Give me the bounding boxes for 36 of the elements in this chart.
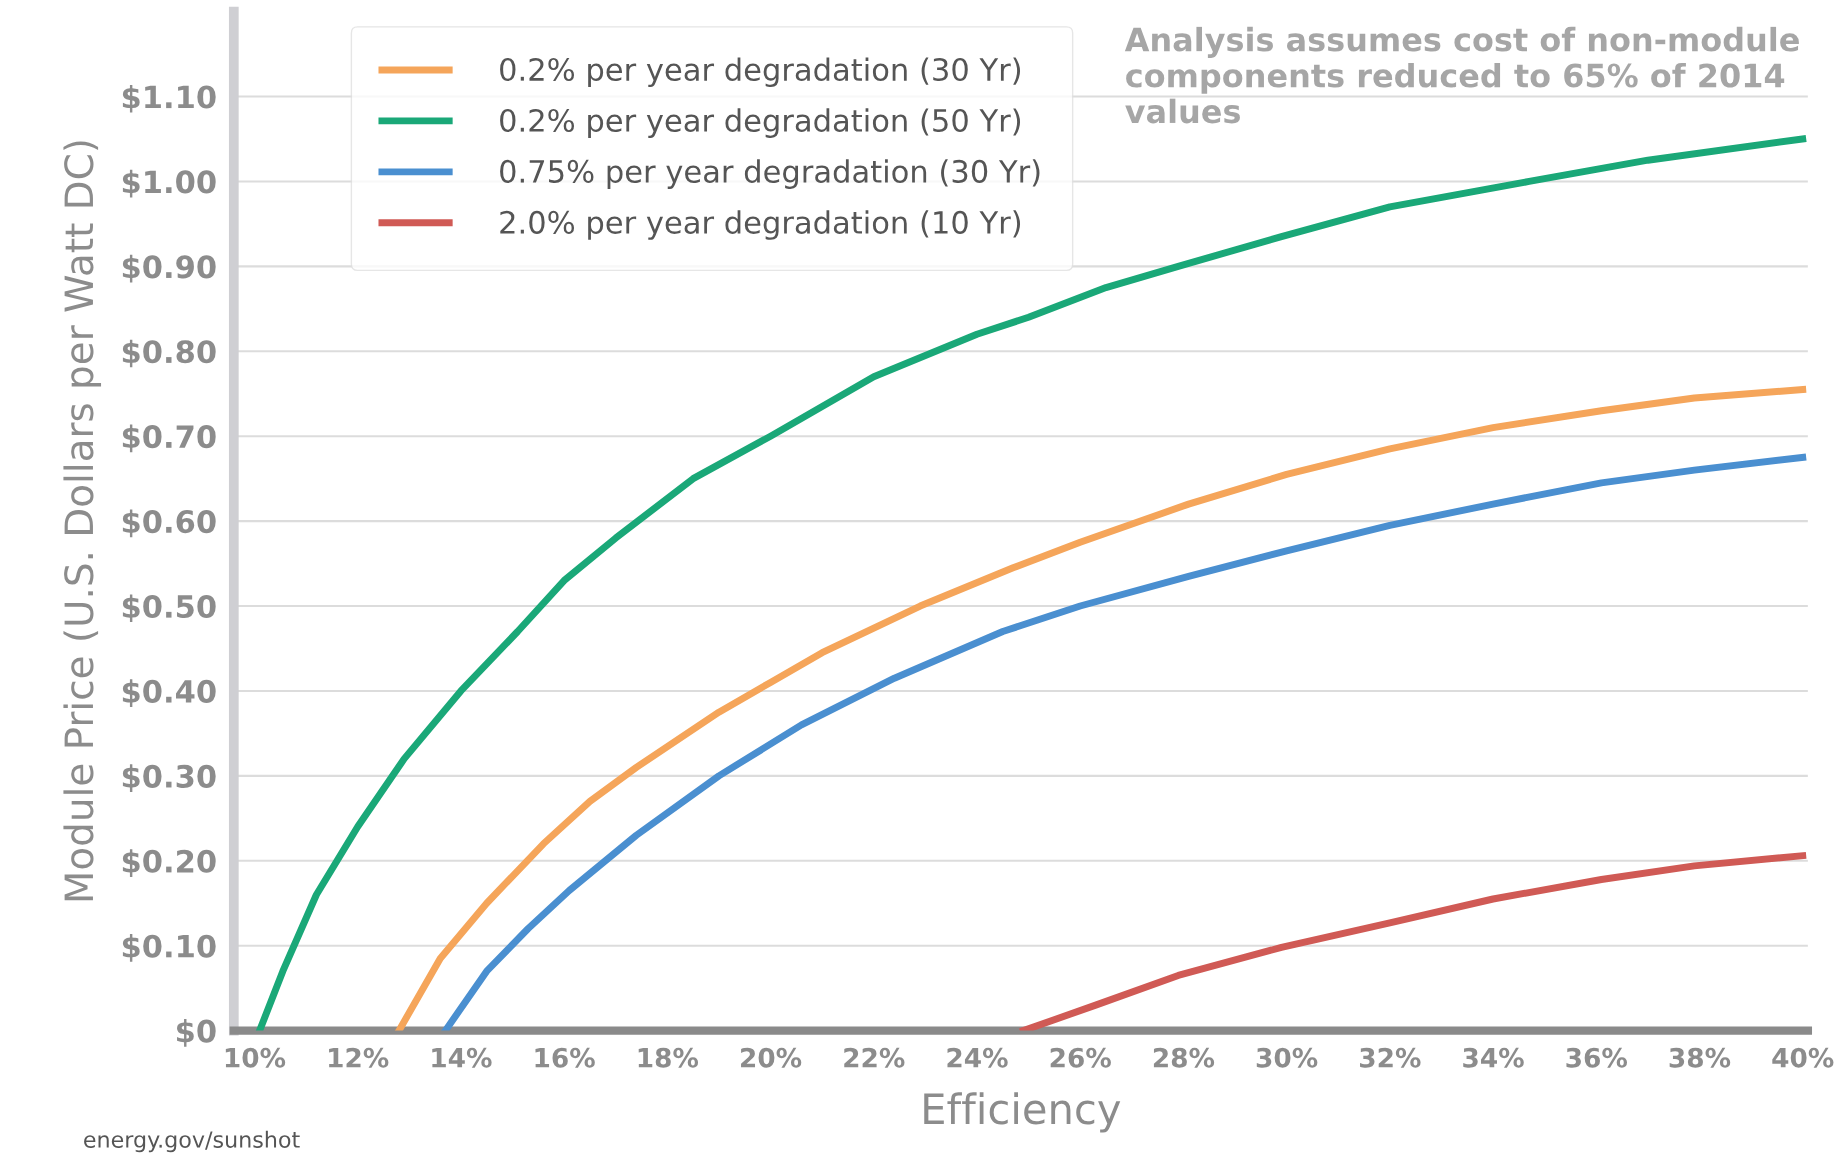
x-tick-label: 16%	[535, 1047, 595, 1068]
legend-label: 0.2% per year degradation (50 Yr)	[500, 108, 1021, 138]
x-axis-title: Efficiency	[924, 1092, 1121, 1133]
y-tick-label: $0.10	[122, 934, 216, 962]
legend-label: 2.0% per year degradation (10 Yr)	[500, 210, 1021, 240]
y-tick-label: $0.80	[122, 339, 216, 368]
y-tick-label: $0.90	[122, 254, 216, 283]
annotation: Analysis assumes cost of non-module components reduced to 65% of 2014 values	[1124, 26, 1799, 124]
x-tick-label: 38%	[1669, 1047, 1731, 1068]
y-tick-label: $0.20	[122, 849, 216, 877]
x-tick-label: 10%	[225, 1047, 286, 1068]
x-tick-label: 26%	[1050, 1047, 1111, 1068]
x-tick-label: 18%	[638, 1047, 699, 1068]
y-tick-label: $0.40	[122, 679, 216, 708]
x-tick-label: 34%	[1463, 1047, 1524, 1068]
legend-label: 0.75% per year degradation (30 Yr)	[500, 159, 1040, 189]
y-tick-label: $0.30	[122, 764, 216, 792]
x-tick-label: 32%	[1360, 1047, 1421, 1068]
y-tick-label: $0.70	[122, 424, 216, 453]
x-tick-label: 12%	[329, 1047, 389, 1068]
x-tick-label: 24%	[947, 1047, 1008, 1068]
x-tick-label: 28%	[1153, 1047, 1215, 1068]
y-tick-label: $0	[177, 1019, 216, 1047]
legend-label: 0.2% per year degradation (30 Yr)	[500, 57, 1021, 87]
text: energy.gov/sunshot	[84, 1130, 300, 1153]
x-tick-label: 20%	[741, 1047, 802, 1068]
y-axis-title: Module Price (U.S. Dollars per Watt DC)	[63, 141, 102, 901]
y-tick-label: $1.10	[122, 84, 216, 113]
y-tick-label: $1.00	[122, 169, 216, 198]
x-tick-label: 22%	[844, 1047, 905, 1068]
x-tick-label: 30%	[1256, 1047, 1318, 1068]
y-tick-label: $0.60	[122, 509, 216, 538]
y-tick-label: $0.50	[122, 594, 216, 623]
x-tick-label: 14%	[432, 1047, 492, 1068]
x-tick-label: 40%	[1772, 1047, 1834, 1068]
x-tick-label: 36%	[1566, 1047, 1628, 1068]
